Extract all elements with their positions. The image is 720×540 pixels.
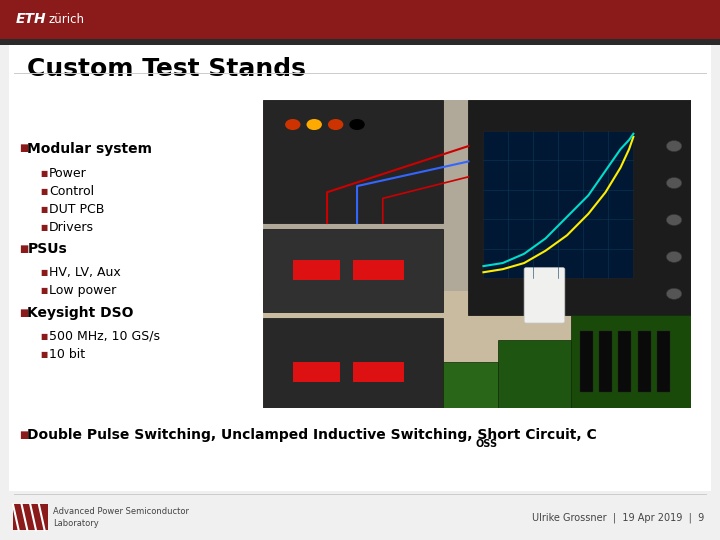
Bar [498, 340, 571, 408]
Circle shape [349, 119, 365, 130]
Circle shape [285, 119, 300, 130]
Text: ■: ■ [19, 308, 28, 318]
Text: Double Pulse Switching, Unclamped Inductive Switching, Short Circuit, C: Double Pulse Switching, Unclamped Induct… [27, 428, 597, 442]
Bar [657, 330, 670, 392]
Text: ■: ■ [40, 205, 48, 214]
Bar [618, 330, 631, 392]
FancyBboxPatch shape [524, 268, 564, 323]
Text: ■: ■ [40, 170, 48, 178]
Text: 10 bit: 10 bit [49, 348, 85, 361]
Bar [263, 100, 443, 223]
Bar [483, 131, 634, 279]
Circle shape [328, 119, 343, 130]
Text: Modular system: Modular system [27, 141, 153, 156]
Bar [293, 362, 340, 382]
Text: HV, LV, Aux: HV, LV, Aux [49, 266, 121, 279]
Bar [263, 100, 691, 291]
Text: ■: ■ [19, 245, 28, 254]
Text: Keysight DSO: Keysight DSO [27, 306, 134, 320]
Text: ■: ■ [40, 350, 48, 359]
Text: ■: ■ [40, 286, 48, 295]
Bar [263, 291, 691, 408]
Text: Drivers: Drivers [49, 221, 94, 234]
Text: zürich: zürich [49, 13, 85, 26]
Text: ■: ■ [19, 430, 28, 440]
Text: Power: Power [49, 167, 86, 180]
Circle shape [666, 178, 682, 188]
Text: Advanced Power Semiconductor
Laboratory: Advanced Power Semiconductor Laboratory [53, 507, 189, 528]
Circle shape [666, 288, 682, 299]
Bar [469, 100, 691, 315]
Bar [353, 260, 404, 280]
Circle shape [666, 214, 682, 226]
Bar [580, 330, 593, 392]
Bar [9, 40, 711, 491]
Text: 500 MHz, 10 GS/s: 500 MHz, 10 GS/s [49, 330, 160, 343]
Text: ■: ■ [19, 144, 28, 153]
Circle shape [666, 140, 682, 152]
Circle shape [307, 119, 322, 130]
Text: ETH: ETH [16, 12, 47, 26]
Circle shape [666, 251, 682, 262]
Bar [571, 315, 691, 408]
Text: ■: ■ [40, 332, 48, 341]
Text: Custom Test Stands: Custom Test Stands [27, 57, 306, 80]
Bar [638, 330, 650, 392]
Text: ■: ■ [40, 223, 48, 232]
Bar [0, 0, 720, 39]
Bar [599, 330, 612, 392]
Text: ■: ■ [40, 187, 48, 196]
Text: ■: ■ [40, 268, 48, 277]
Bar [293, 260, 340, 280]
Bar [263, 319, 443, 408]
Bar [263, 229, 443, 312]
Bar [443, 362, 498, 408]
Text: PSUs: PSUs [27, 242, 67, 256]
Text: OSS: OSS [475, 440, 498, 449]
Bar [13, 504, 48, 530]
Text: Low power: Low power [49, 284, 116, 297]
Bar [353, 362, 404, 382]
Text: DUT PCB: DUT PCB [49, 203, 104, 216]
Text: Ulrike Grossner  |  19 Apr 2019  |  9: Ulrike Grossner | 19 Apr 2019 | 9 [532, 512, 704, 523]
Bar [0, 39, 720, 45]
Text: Control: Control [49, 185, 94, 198]
